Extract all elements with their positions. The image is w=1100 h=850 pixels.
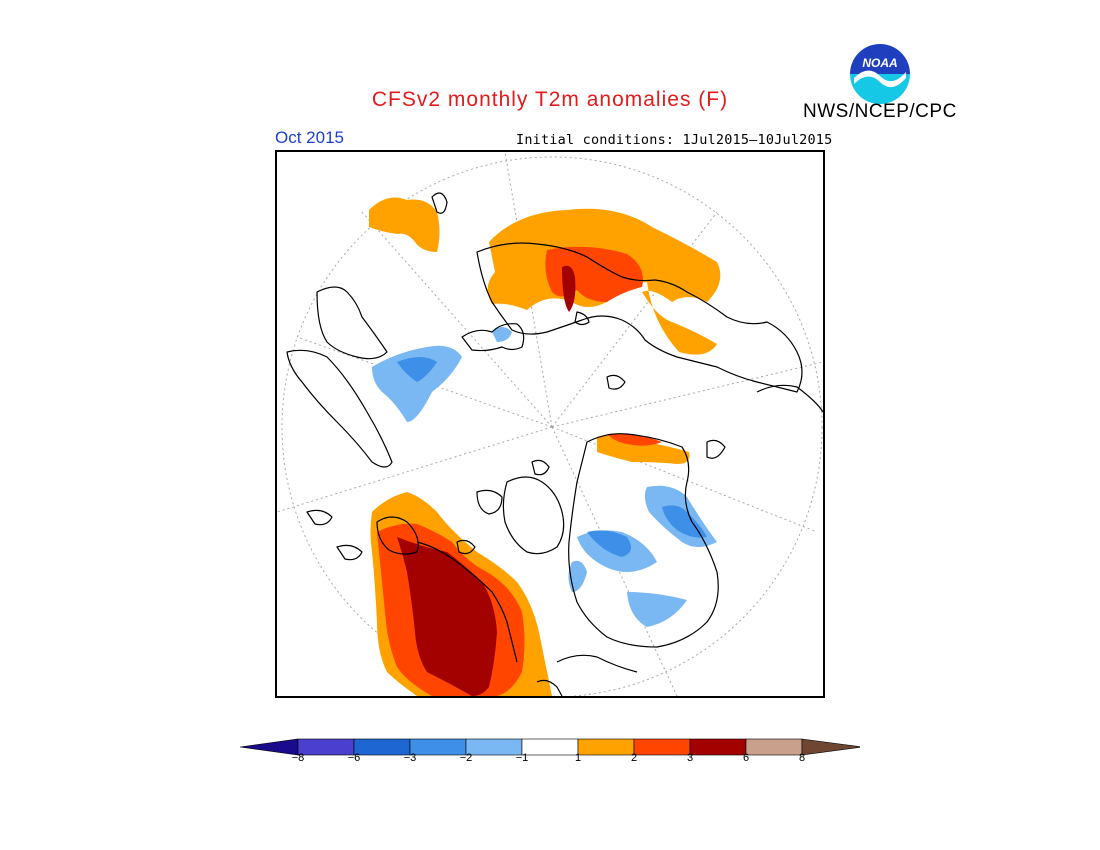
colorbar-tick-label: 8	[798, 752, 806, 764]
colorbar-tick-label: −6	[347, 752, 361, 764]
forecast-month: Oct 2015	[275, 128, 344, 147]
coastline	[286, 349, 393, 468]
coastline	[574, 311, 590, 326]
anomaly-region-hot	[607, 433, 662, 446]
colorbar-segment	[633, 738, 691, 756]
colorbar-tick-label: −1	[515, 752, 529, 764]
coastline	[416, 541, 518, 663]
anomaly-region-warm	[369, 197, 440, 252]
anomaly-region-cool	[397, 357, 437, 382]
anomaly-region-very-hot	[397, 537, 497, 696]
coastline	[568, 433, 719, 648]
anomaly-region-cool	[492, 327, 512, 342]
colorbar-segment	[745, 738, 803, 756]
anomaly-region-cool	[627, 592, 687, 627]
latitude-circle	[281, 156, 823, 696]
colorbar-tick-label: −3	[403, 752, 417, 764]
coastline	[431, 192, 448, 214]
coastline	[306, 509, 333, 526]
polar-map-frame	[275, 150, 825, 698]
coastline	[556, 654, 638, 673]
initial-conditions: Initial conditions: 1Jul2015—10Jul2015	[516, 132, 833, 148]
colorbar-segment	[801, 738, 860, 756]
colorbar-segment	[240, 738, 299, 756]
coastline	[706, 439, 726, 459]
coastline	[756, 384, 823, 413]
map-title: CFSv2 monthly T2m anomalies (F)	[371, 88, 729, 111]
coastline	[336, 544, 363, 561]
coastline	[502, 476, 565, 555]
coastline	[461, 323, 525, 352]
colorbar-tick-label: 2	[630, 752, 638, 764]
agency-label: NWS/NCEP/CPC	[803, 101, 957, 122]
anomaly-region-very-hot	[562, 265, 576, 312]
colorbar-segment	[409, 738, 467, 756]
colorbar-tick-label: 1	[574, 752, 582, 764]
coastline	[606, 374, 626, 390]
coastline	[476, 242, 803, 393]
colorbar-tick-label: 3	[686, 752, 694, 764]
colorbar-segment	[297, 738, 355, 756]
anomaly-region-cool	[587, 530, 631, 557]
anomaly-shading	[369, 197, 721, 696]
coastline	[456, 539, 476, 555]
anomaly-region-warm	[597, 435, 690, 464]
noaa-logo: NOAA	[848, 42, 912, 106]
colorbar-tick-label: 6	[742, 752, 750, 764]
colorbar-tick-label: −2	[459, 752, 473, 764]
coastline	[316, 286, 388, 360]
noaa-logo-text: NOAA	[862, 56, 897, 70]
meridian-line	[504, 152, 553, 428]
coastline	[476, 489, 503, 515]
coastline	[531, 459, 550, 476]
colorbar-tick-label: −8	[291, 752, 305, 764]
colorbar	[240, 738, 860, 756]
anomaly-region-cool	[568, 560, 587, 592]
anomaly-region-hot	[545, 246, 643, 302]
coastline	[376, 516, 419, 555]
anomaly-region-cool	[372, 345, 462, 422]
colorbar-segment	[689, 738, 747, 756]
colorbar-segment	[465, 738, 523, 756]
coastlines	[286, 192, 823, 696]
colorbar-segment	[521, 738, 579, 756]
polar-map	[277, 152, 823, 696]
coastline	[536, 679, 563, 696]
colorbar-segment	[577, 738, 635, 756]
anomaly-region-cool	[662, 505, 707, 538]
colorbar-segment	[353, 738, 411, 756]
meridian-line	[551, 361, 823, 428]
